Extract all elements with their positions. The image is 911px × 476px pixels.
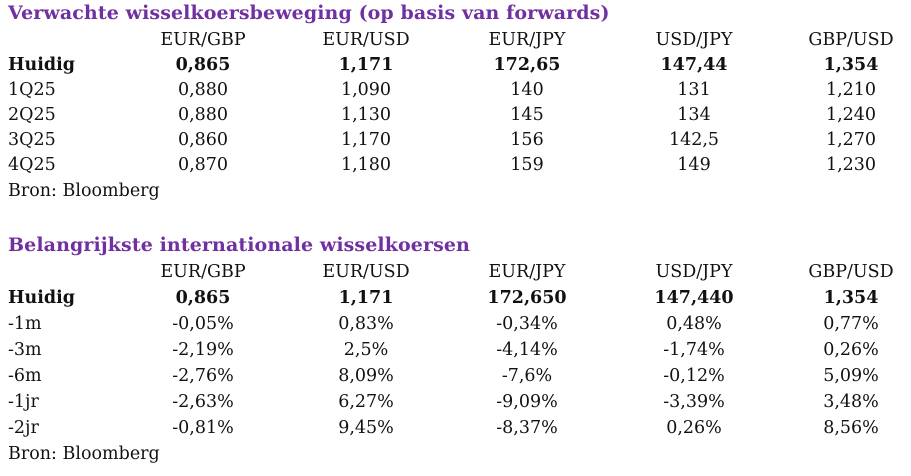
table-row: 3Q25 0,860 1,170 156 142,5 1,270 [0, 130, 911, 154]
forwards-title: Verwachte wisselkoersbeweging (op basis … [8, 2, 610, 24]
source-note: Bron: Bloomberg [8, 181, 160, 201]
table-cell: 1,354 [823, 288, 879, 308]
rates-title: Belangrijkste internationale wisselkoers… [8, 234, 470, 256]
table-row: -2jr -0,81% 9,45% -8,37% 0,26% 8,56% [0, 418, 911, 442]
table-row: -1m -0,05% 0,83% -0,34% 0,48% 0,77% [0, 314, 911, 338]
table-cell: 6,27% [338, 392, 394, 412]
table-cell: -0,81% [172, 418, 234, 438]
table-cell: 147,44 [660, 55, 728, 75]
table-cell: 0,865 [175, 288, 231, 308]
column-header: EUR/GBP [160, 262, 246, 282]
table-cell: 0,83% [338, 314, 394, 334]
table-cell: 149 [677, 155, 711, 175]
column-header: EUR/JPY [488, 30, 566, 50]
row-label: 4Q25 [8, 155, 56, 175]
table-cell: 1,130 [340, 105, 392, 125]
table-cell: -9,09% [496, 392, 558, 412]
table-cell: 0,48% [666, 314, 722, 334]
row-label: -1jr [8, 392, 39, 412]
row-label: Huidig [8, 288, 76, 308]
table-cell: 1,240 [825, 105, 877, 125]
table-cell: 0,77% [823, 314, 879, 334]
table-cell: 1,180 [340, 155, 392, 175]
column-header: EUR/USD [322, 262, 410, 282]
table-cell: -0,12% [663, 366, 725, 386]
table-cell: -0,05% [172, 314, 234, 334]
table-cell: 0,870 [177, 155, 229, 175]
column-header: EUR/USD [322, 30, 410, 50]
table-cell: 172,650 [487, 288, 567, 308]
row-label: -1m [8, 314, 42, 334]
table-cell: 147,440 [654, 288, 734, 308]
table-cell: 1,170 [340, 130, 392, 150]
table-cell: 1,354 [823, 55, 879, 75]
table-cell: 5,09% [823, 366, 879, 386]
table-cell: 0,860 [177, 130, 229, 150]
table-cell: 142,5 [668, 130, 720, 150]
table-row: 2Q25 0,880 1,130 145 134 1,240 [0, 105, 911, 129]
table-row: -1jr -2,63% 6,27% -9,09% -3,39% 3,48% [0, 392, 911, 416]
table-cell: -2,63% [172, 392, 234, 412]
table-cell: 0,865 [175, 55, 231, 75]
table-cell: 156 [510, 130, 544, 150]
table-cell: 145 [510, 105, 544, 125]
table-cell: 3,48% [823, 392, 879, 412]
table-cell: 0,880 [177, 80, 229, 100]
table-cell: -7,6% [501, 366, 553, 386]
source-note: Bron: Bloomberg [8, 444, 160, 464]
column-header: USD/JPY [655, 262, 733, 282]
table-row: Huidig 0,865 1,171 172,65 147,44 1,354 [0, 55, 911, 79]
table-cell: -3,39% [663, 392, 725, 412]
table-cell: 1,171 [338, 55, 394, 75]
row-label: Huidig [8, 55, 76, 75]
table-row: Huidig 0,865 1,171 172,650 147,440 1,354 [0, 288, 911, 312]
column-header: EUR/GBP [160, 30, 246, 50]
table-cell: 1,210 [825, 80, 877, 100]
table-cell: 8,09% [338, 366, 394, 386]
table-cell: 1,090 [340, 80, 392, 100]
column-header: GBP/USD [808, 30, 894, 50]
table-cell: -8,37% [496, 418, 558, 438]
column-header: USD/JPY [655, 30, 733, 50]
table-cell: -1,74% [663, 340, 725, 360]
row-label: 1Q25 [8, 80, 56, 100]
table-cell: 134 [677, 105, 711, 125]
table-cell: 1,270 [825, 130, 877, 150]
row-label: 2Q25 [8, 105, 56, 125]
table-cell: 140 [510, 80, 544, 100]
table-cell: -2,19% [172, 340, 234, 360]
table-row: -3m -2,19% 2,5% -4,14% -1,74% 0,26% [0, 340, 911, 364]
table-cell: 172,65 [493, 55, 561, 75]
table-cell: 1,230 [825, 155, 877, 175]
row-label: -3m [8, 340, 42, 360]
table-cell: -0,34% [496, 314, 558, 334]
table-cell: -2,76% [172, 366, 234, 386]
table-cell: 0,26% [823, 340, 879, 360]
row-label: -6m [8, 366, 42, 386]
table-cell: 2,5% [343, 340, 389, 360]
table-cell: 0,880 [177, 105, 229, 125]
row-label: -2jr [8, 418, 39, 438]
table-row: 4Q25 0,870 1,180 159 149 1,230 [0, 155, 911, 179]
row-label: 3Q25 [8, 130, 56, 150]
rates-header-row: EUR/GBP EUR/USD EUR/JPY USD/JPY GBP/USD [0, 262, 911, 286]
table-cell: -4,14% [496, 340, 558, 360]
table-cell: 131 [677, 80, 711, 100]
table-cell: 159 [510, 155, 544, 175]
table-cell: 1,171 [338, 288, 394, 308]
forwards-header-row: EUR/GBP EUR/USD EUR/JPY USD/JPY GBP/USD [0, 30, 911, 54]
column-header: EUR/JPY [488, 262, 566, 282]
table-cell: 0,26% [666, 418, 722, 438]
table-row: 1Q25 0,880 1,090 140 131 1,210 [0, 80, 911, 104]
table-cell: 8,56% [823, 418, 879, 438]
table-cell: 9,45% [338, 418, 394, 438]
column-header: GBP/USD [808, 262, 894, 282]
table-row: -6m -2,76% 8,09% -7,6% -0,12% 5,09% [0, 366, 911, 390]
